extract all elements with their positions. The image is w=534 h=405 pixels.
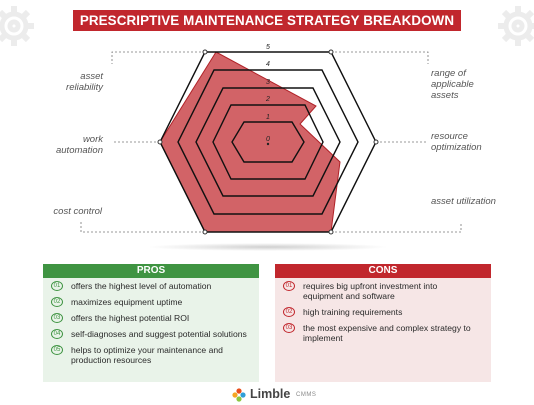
item-text: maximizes equipment uptime — [71, 297, 183, 307]
vertex-marker — [202, 49, 208, 55]
level-label: 2 — [265, 96, 270, 103]
item-number-badge: 03 — [283, 323, 295, 333]
pros-item: 05 helps to optimize your maintenance an… — [47, 345, 241, 365]
item-text: offers the highest potential ROI — [71, 313, 190, 323]
vertex-marker — [373, 139, 379, 145]
cons-item: 02 high training requirements — [279, 307, 487, 317]
item-number-badge: 03 — [51, 313, 63, 323]
item-text: helps to optimize your maintenance and p… — [71, 345, 223, 365]
cons-list: 01 requires big upfront investment into … — [275, 278, 491, 382]
vertex-marker — [202, 229, 208, 235]
gear-decoration-icon — [498, 6, 534, 46]
score-area — [159, 51, 341, 233]
pros-heading: PROS — [43, 264, 259, 278]
leader-asset-utilization — [331, 222, 462, 233]
level-4-hexagon — [177, 69, 359, 215]
vertex-marker — [157, 139, 163, 145]
item-number-badge: 05 — [51, 345, 63, 355]
item-number-badge: 04 — [51, 329, 63, 339]
pros-item: 04 self-diagnoses and suggest potential … — [47, 329, 255, 339]
label-resource-optimization: resource optimization — [431, 131, 482, 153]
cons-heading: CONS — [275, 264, 491, 278]
item-number-badge: 01 — [283, 281, 295, 291]
level-label: 5 — [266, 44, 270, 51]
item-text: high training requirements — [303, 307, 403, 317]
item-text: offers the highest level of automation — [71, 281, 212, 291]
vertex-marker — [328, 229, 334, 235]
pros-item: 03 offers the highest potential ROI — [47, 313, 255, 323]
brand-suffix: CMMS — [296, 392, 317, 398]
label-range-of-applicable-assets: range of applicable assets — [431, 68, 474, 101]
level-1-hexagon — [231, 121, 305, 163]
item-number-badge: 02 — [51, 297, 63, 307]
item-text: the most expensive and complex strategy … — [303, 323, 471, 343]
pros-item: 02 maximizes equipment uptime — [47, 297, 255, 307]
cons-item: 03 the most expensive and complex strate… — [279, 323, 473, 343]
label-asset-utilization: asset utilization — [431, 196, 496, 207]
level-3-hexagon — [195, 87, 341, 197]
level-label: 1 — [266, 114, 270, 121]
item-number-badge: 02 — [283, 307, 295, 317]
gear-decoration-icon — [0, 6, 34, 46]
item-text: requires big upfront investment into equ… — [303, 281, 438, 301]
center-point — [266, 142, 270, 146]
pros-list: 01 offers the highest level of automatio… — [43, 278, 259, 382]
label-asset-reliability: asset reliability — [66, 71, 103, 93]
level-label: 3 — [266, 79, 270, 86]
level-label: 0 — [266, 136, 270, 143]
radar-diagram: 5 4 3 2 1 0 — [80, 44, 462, 251]
item-number-badge: 01 — [51, 281, 63, 291]
leader-asset-reliability — [111, 51, 205, 64]
item-text: self-diagnoses and suggest potential sol… — [71, 329, 247, 339]
limble-logo-icon — [232, 388, 246, 402]
label-work-automation: work automation — [55, 134, 103, 156]
radar-shadow — [148, 243, 388, 251]
cons-item: 01 requires big upfront investment into … — [279, 281, 473, 301]
level-2-hexagon — [212, 104, 324, 180]
level-label: 4 — [266, 61, 270, 68]
label-cost-control: cost control — [53, 206, 102, 217]
leader-range-of-applicable-assets — [331, 51, 429, 64]
page-title: PRESCRIPTIVE MAINTENANCE STRATEGY BREAKD… — [73, 10, 461, 31]
pros-item: 01 offers the highest level of automatio… — [47, 281, 255, 291]
leader-cost-control — [80, 222, 205, 233]
brand-name: Limble — [250, 387, 291, 401]
cons-panel: CONS 01 requires big upfront investment … — [275, 264, 491, 382]
pros-panel: PROS 01 offers the highest level of auto… — [43, 264, 259, 382]
vertex-marker — [328, 49, 334, 55]
